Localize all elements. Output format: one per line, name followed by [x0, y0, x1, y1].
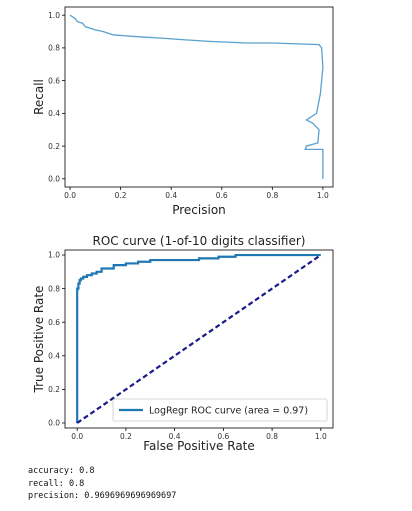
pr-y-axis-label: Recall: [32, 79, 46, 115]
roc-x-tick-label: 0.2: [120, 432, 132, 441]
figure: 0.0 0.2 0.4 0.6 0.8 1.0 0.0 0.2 0.4 0.6 0.8 1.0 Pr…: [32, 6, 334, 453]
roc-y-tick-label: 0.0: [48, 419, 60, 428]
pr-y-tick-label: 0.0: [48, 175, 60, 184]
roc-x-tick-label: 1.0: [315, 432, 327, 441]
pr-x-tick-label: 0.4: [165, 191, 177, 200]
pr-y-ticks: 0.0 0.2 0.4 0.6 0.8 1.0: [48, 11, 65, 184]
pr-y-tick-label: 0.2: [48, 142, 60, 151]
roc-y-tick-label: 0.6: [48, 318, 60, 327]
roc-x-ticks: 0.0 0.2 0.4 0.6 0.8 1.0: [71, 428, 327, 441]
pr-x-axis-label: Precision: [172, 203, 226, 217]
printed-output: accuracy: 0.8 recall: 0.8 precision: 0.9…: [28, 465, 176, 503]
pr-y-tick-label: 1.0: [48, 11, 60, 20]
pr-y-tick-label: 0.8: [48, 44, 60, 53]
precision-recall-chart: 0.0 0.2 0.4 0.6 0.8 1.0 0.0 0.2 0.4 0.6 0.8 1.0 Pr…: [32, 6, 334, 217]
roc-y-ticks: 0.0 0.2 0.4 0.6 0.8 1.0: [48, 251, 65, 428]
pr-plot-frame: [64, 6, 334, 188]
roc-y-tick-label: 0.2: [48, 385, 60, 394]
roc-y-axis-label: True Positive Rate: [32, 286, 46, 394]
roc-x-tick-label: 0.8: [266, 432, 278, 441]
roc-y-tick-label: 0.8: [48, 284, 60, 293]
pr-x-tick-label: 0.0: [64, 191, 76, 200]
roc-y-tick-label: 1.0: [48, 251, 60, 260]
roc-plot-frame: [64, 249, 334, 429]
roc-legend: LogRegr ROC curve (area = 0.97): [112, 398, 328, 422]
roc-title: ROC curve (1-of-10 digits classifier): [93, 234, 306, 248]
pr-x-tick-label: 0.2: [115, 191, 127, 200]
accuracy-output: accuracy: 0.8: [28, 466, 95, 476]
roc-chance-line: [76, 254, 322, 424]
pr-y-tick-label: 0.4: [48, 109, 60, 118]
precision-output: precision: 0.9696969696969697: [28, 491, 177, 501]
pr-x-tick-label: 0.8: [266, 191, 278, 200]
roc-x-tick-label: 0.4: [169, 432, 181, 441]
recall-output: recall: 0.8: [28, 478, 85, 489]
roc-x-tick-label: 0.0: [71, 432, 83, 441]
roc-x-tick-label: 0.6: [217, 432, 229, 441]
roc-curve-line: [76, 253, 321, 423]
pr-x-tick-label: 1.0: [317, 191, 329, 200]
pr-curve-line: [69, 14, 324, 179]
roc-legend-box: [112, 398, 328, 422]
roc-legend-label: LogRegr ROC curve (area = 0.97): [149, 406, 308, 417]
roc-chart: ROC curve (1-of-10 digits classifier) 0.…: [32, 234, 334, 453]
roc-x-axis-label: False Positive Rate: [143, 439, 255, 453]
pr-y-tick-label: 0.6: [48, 76, 60, 85]
roc-y-tick-label: 0.4: [48, 351, 60, 360]
pr-x-ticks: 0.0 0.2 0.4 0.6 0.8 1.0: [64, 187, 329, 200]
pr-x-tick-label: 0.6: [216, 191, 228, 200]
